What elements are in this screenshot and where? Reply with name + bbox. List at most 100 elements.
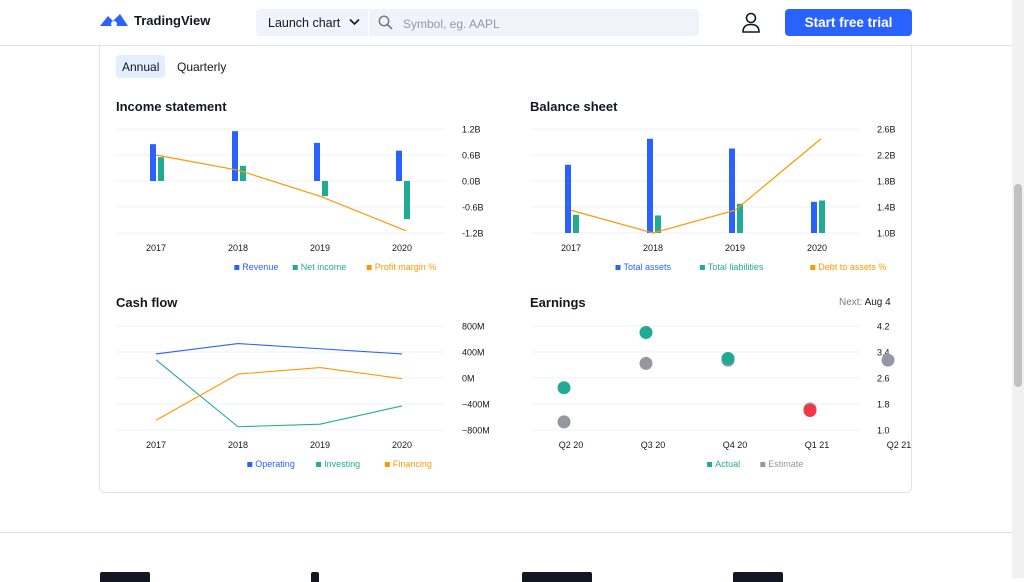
actual-point — [557, 381, 571, 395]
footer-heading-stub — [522, 572, 592, 582]
y-tick-label: 1.0 — [877, 426, 890, 436]
launch-chart-button[interactable]: Launch chart — [256, 9, 368, 36]
tradingview-logo[interactable]: TradingView — [100, 12, 210, 28]
series-line — [155, 154, 407, 232]
tab-quarterly[interactable]: Quarterly — [177, 59, 227, 74]
tradingview-logo-icon — [100, 14, 128, 27]
legend-swatch — [384, 462, 390, 467]
x-tick-label: Q4 20 — [723, 440, 748, 450]
legend-label: Actual — [715, 459, 740, 469]
series-line — [155, 359, 403, 428]
start-free-trial-button[interactable]: Start free trial — [785, 9, 912, 36]
x-tick-label: 2017 — [146, 243, 166, 253]
x-tick-label: Q1 21 — [805, 440, 830, 450]
y-tick-label: 1.4B — [877, 203, 896, 213]
legend-label: Net income — [301, 262, 347, 272]
y-tick-label: 1.8B — [877, 177, 896, 187]
user-account-icon[interactable] — [741, 12, 761, 33]
legend-label: Profit margin % — [375, 262, 437, 272]
actual-point — [639, 326, 653, 339]
legend-swatch — [292, 265, 298, 270]
legend-label: Debt to assets % — [818, 262, 886, 272]
footer-divider — [0, 532, 1012, 533]
bar — [811, 201, 817, 233]
bar — [396, 150, 402, 181]
bar — [240, 165, 246, 181]
y-tick-label: 0.6B — [462, 151, 481, 161]
x-tick-label: 2017 — [561, 243, 581, 253]
x-tick-label: 2019 — [310, 440, 330, 450]
y-tick-label: 1.2B — [462, 125, 481, 135]
bar — [565, 164, 571, 233]
page-scrollbar[interactable] — [1012, 0, 1024, 578]
scrollbar-thumb[interactable] — [1014, 184, 1022, 387]
bar — [150, 144, 156, 181]
x-tick-label: 2019 — [725, 243, 745, 253]
bar — [655, 215, 661, 233]
footer-heading-stub — [100, 572, 150, 582]
y-tick-label: −400M — [462, 400, 490, 410]
series-line — [570, 138, 822, 234]
y-tick-label: 1.0B — [877, 229, 896, 239]
x-tick-label: Q3 20 — [641, 440, 666, 450]
next-label: Next: — [839, 297, 863, 308]
legend-swatch — [699, 265, 705, 270]
footer-heading-stub — [311, 572, 319, 582]
bar — [404, 181, 410, 220]
y-tick-label: 400M — [462, 348, 485, 358]
earnings-title: Earnings — [530, 295, 586, 310]
y-tick-label: 1.8 — [877, 400, 890, 410]
bar — [322, 181, 328, 197]
legend-swatch — [247, 462, 253, 467]
actual-point — [803, 404, 817, 417]
legend-label: Investing — [324, 459, 360, 469]
x-tick-label: 2020 — [392, 243, 412, 253]
balance-sheet-title: Balance sheet — [530, 99, 618, 114]
legend-swatch — [810, 265, 816, 270]
x-tick-label: Q2 21 — [887, 440, 912, 450]
cash-flow-chart: 800M 400M 0M −400M −800M 2017 2018 2019 2020 Oper… — [116, 322, 490, 469]
bar — [729, 148, 735, 233]
y-tick-label: 4.2 — [877, 322, 890, 332]
legend-label: Operating — [255, 459, 295, 469]
series-line — [155, 367, 403, 421]
legend-swatch — [366, 265, 372, 270]
legend-label: Total liabilities — [708, 262, 764, 272]
footer-heading-stub — [733, 572, 783, 582]
income-statement-chart: 1.2B 0.6B 0.0B -0.6B -1.2B 2017 2018 2019 2020 Re… — [116, 125, 484, 272]
x-tick-label: 2018 — [643, 243, 663, 253]
logo-text: TradingView — [134, 12, 211, 28]
legend-swatch — [707, 462, 713, 467]
y-tick-label: 0.0B — [462, 177, 481, 187]
legend-label: Revenue — [242, 262, 278, 272]
bar — [314, 142, 320, 181]
estimate-point — [639, 356, 653, 370]
bar — [819, 200, 825, 233]
bar — [232, 131, 238, 181]
legend-label: Total assets — [624, 262, 672, 272]
series-line — [155, 342, 403, 355]
symbol-search-box[interactable] — [369, 9, 699, 38]
y-tick-label: −800M — [462, 426, 490, 436]
bar — [737, 203, 743, 233]
search-icon — [378, 15, 393, 30]
chevron-down-icon — [349, 18, 360, 26]
launch-chart-label: Launch chart — [268, 15, 341, 30]
legend-label: Financing — [393, 459, 432, 469]
legend-label: Estimate — [768, 459, 803, 469]
cash-flow-title: Cash flow — [116, 295, 178, 310]
legend-swatch — [760, 462, 766, 467]
income-statement-title: Income statement — [116, 99, 227, 114]
next-earnings-date: Next: Aug 4 — [839, 297, 891, 308]
legend-swatch — [316, 462, 322, 467]
x-tick-label: 2020 — [392, 440, 412, 450]
y-tick-label: 2.6B — [877, 125, 896, 135]
x-tick-label: 2018 — [228, 243, 248, 253]
tab-annual[interactable]: Annual — [116, 55, 166, 78]
x-tick-label: 2018 — [228, 440, 248, 450]
y-tick-label: 3.4 — [877, 348, 890, 358]
symbol-search-input[interactable] — [401, 9, 685, 38]
x-tick-label: Q2 20 — [559, 440, 584, 450]
actual-point — [721, 352, 735, 365]
bar — [647, 138, 653, 233]
